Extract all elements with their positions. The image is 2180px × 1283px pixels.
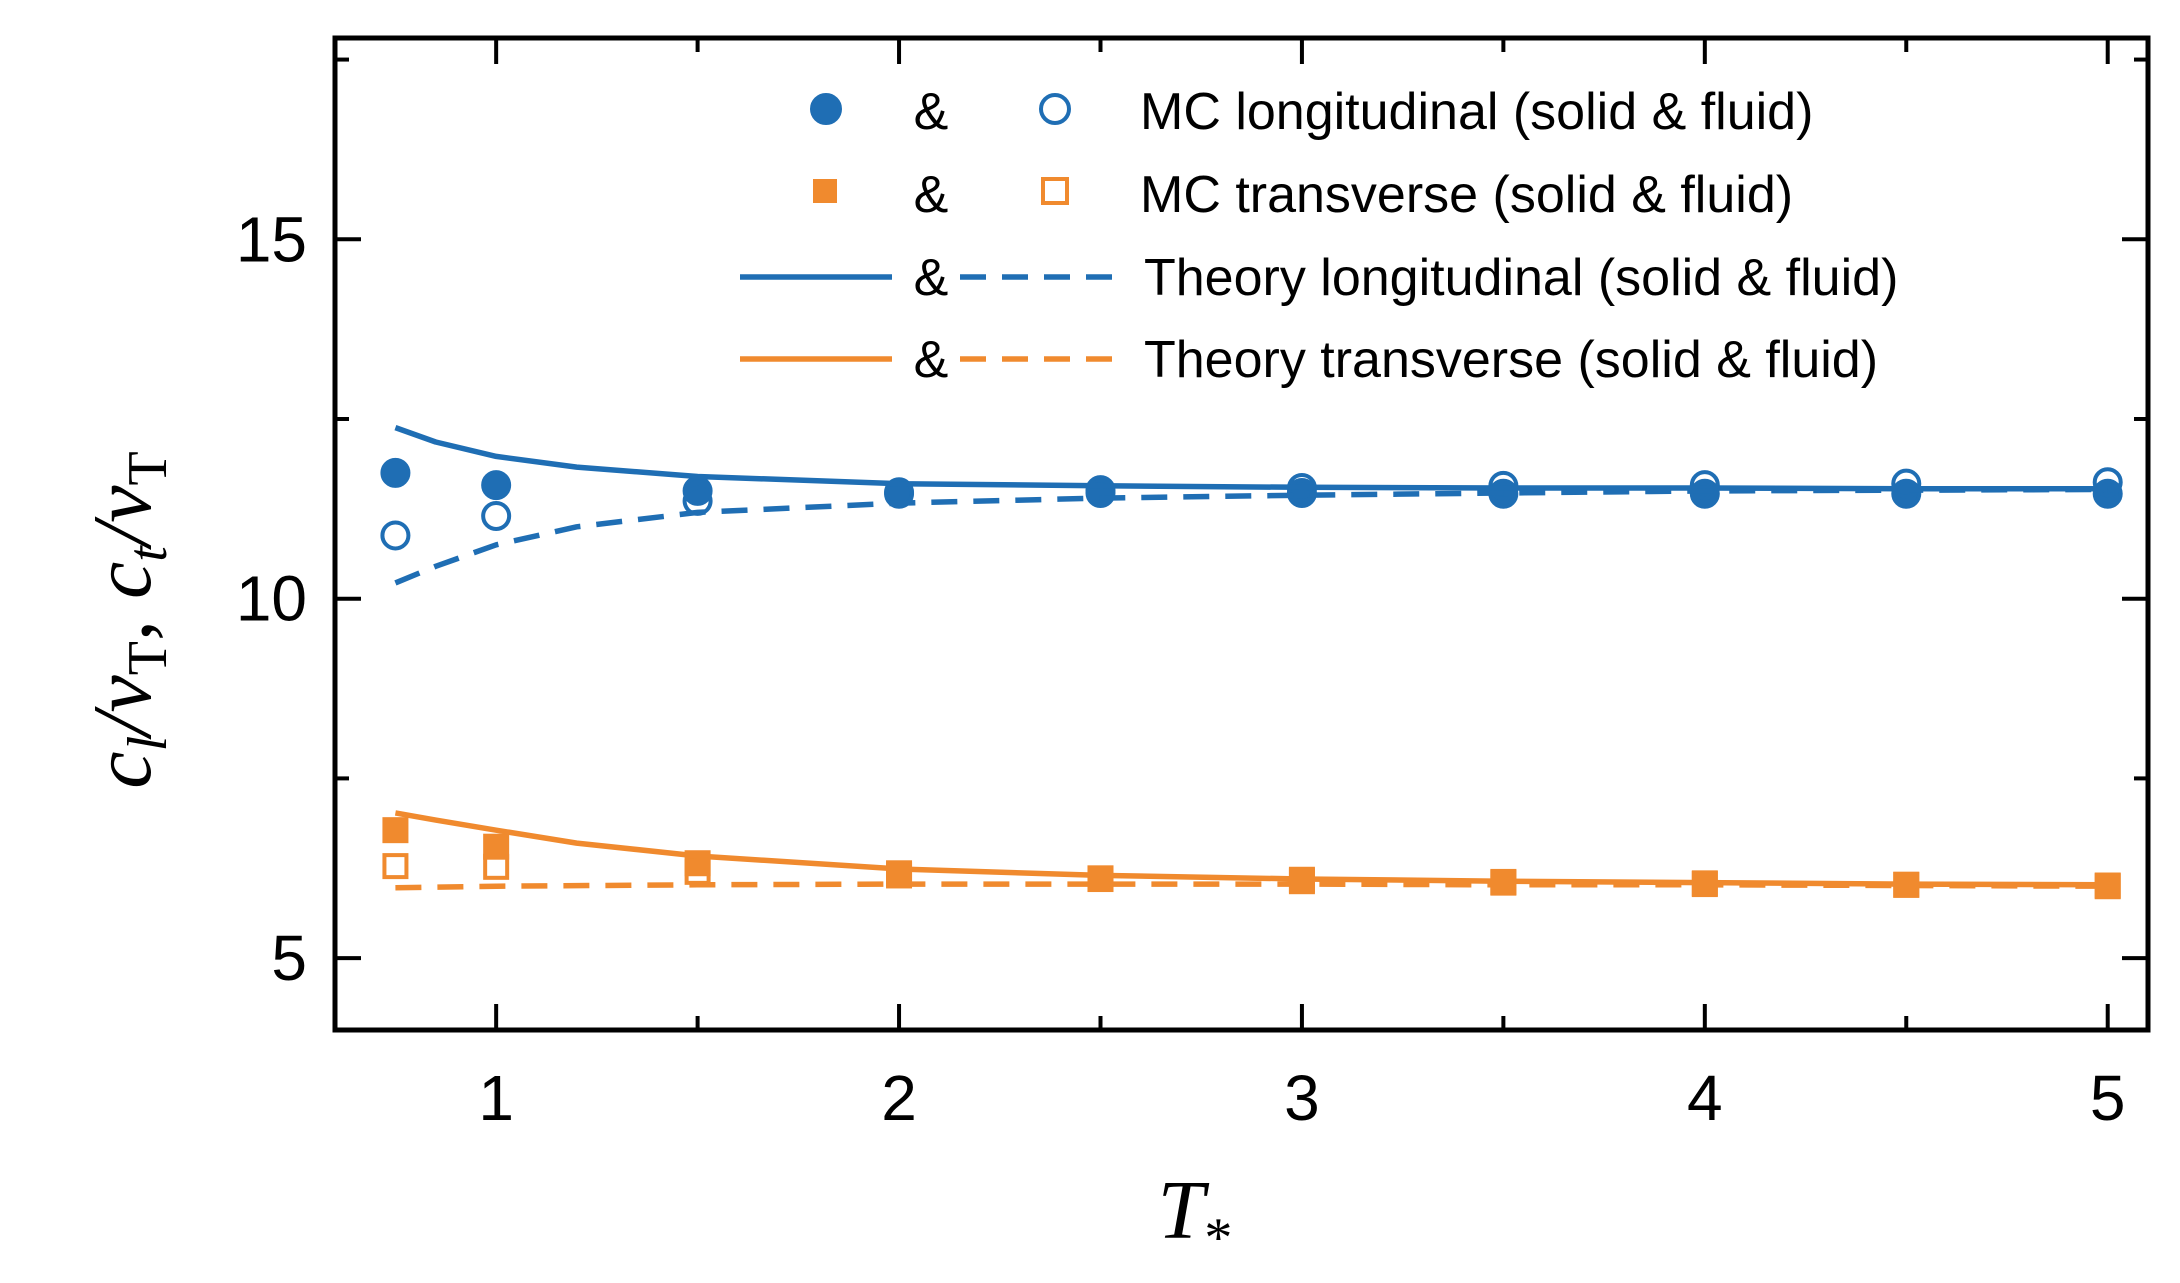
- data-point: [1689, 470, 1720, 501]
- legend-label: Theory transverse (solid & fluid): [1144, 331, 1878, 389]
- data-point: [481, 470, 512, 501]
- y-axis-title: cl/vT, ct/vT: [76, 451, 179, 788]
- data-point: [1085, 475, 1116, 506]
- series-theory-transverse-solid: [394, 810, 2108, 888]
- y-tick-label: 5: [271, 922, 307, 994]
- data-point: [886, 862, 913, 889]
- data-point: [1891, 468, 1922, 499]
- legend-marker-filled: [813, 179, 837, 203]
- legend-entry: & MC longitudinal (solid & fluid): [810, 83, 1813, 141]
- legend-entry: & Theory longitudinal (solid & fluid): [740, 249, 1898, 307]
- x-axis-title: T*: [1158, 1164, 1233, 1269]
- legend: & MC longitudinal (solid & fluid) & MC tran…: [740, 83, 1898, 389]
- legend-marker-open: [1041, 177, 1069, 205]
- series-line: [394, 810, 2108, 888]
- data-point: [481, 501, 512, 532]
- data-point: [483, 853, 510, 880]
- legend-separator: &: [914, 249, 949, 307]
- legend-separator: &: [914, 331, 949, 389]
- x-tick-label: 4: [1687, 1062, 1723, 1134]
- plot-frame: [332, 35, 2151, 1033]
- data-point: [382, 853, 409, 880]
- series-line: [394, 486, 2108, 586]
- y-axis: 5 10 15: [236, 57, 2148, 994]
- svg-text:T*: T*: [1158, 1164, 1233, 1269]
- svg-text:cl/vT, ct/vT: cl/vT, ct/vT: [76, 451, 179, 788]
- data-point: [380, 520, 411, 551]
- x-tick-label: 5: [2090, 1062, 2126, 1134]
- x-tick-label: 1: [478, 1062, 514, 1134]
- legend-separator: &: [914, 166, 949, 224]
- series-mc-longitudinal-fluid: [380, 467, 2123, 551]
- data-point: [884, 478, 915, 509]
- data-point: [2092, 467, 2123, 498]
- legend-entry: & Theory transverse (solid & fluid): [740, 331, 1878, 389]
- legend-label: MC transverse (solid & fluid): [1140, 166, 1793, 224]
- plot-area: [332, 35, 2151, 1033]
- series-line: [395, 881, 2108, 891]
- series-theory-longitudinal-fluid: [394, 486, 2108, 586]
- y-tick-label: 10: [236, 563, 307, 635]
- x-tick-label: 3: [1284, 1062, 1320, 1134]
- legend-marker-filled: [810, 93, 842, 125]
- x-axis: 1 2 3 4 5: [478, 38, 2126, 1134]
- series-theory-transverse-fluid: [395, 881, 2108, 891]
- y-tick-label: 15: [236, 203, 307, 275]
- legend-label: Theory longitudinal (solid & fluid): [1144, 249, 1898, 307]
- legend-marker-open: [1039, 93, 1071, 125]
- legend-label: MC longitudinal (solid & fluid): [1140, 83, 1813, 141]
- legend-entry: & MC transverse (solid & fluid): [813, 166, 1793, 224]
- x-tick-label: 2: [881, 1062, 917, 1134]
- legend-separator: &: [914, 83, 949, 141]
- data-point: [380, 457, 411, 488]
- data-point: [382, 817, 409, 844]
